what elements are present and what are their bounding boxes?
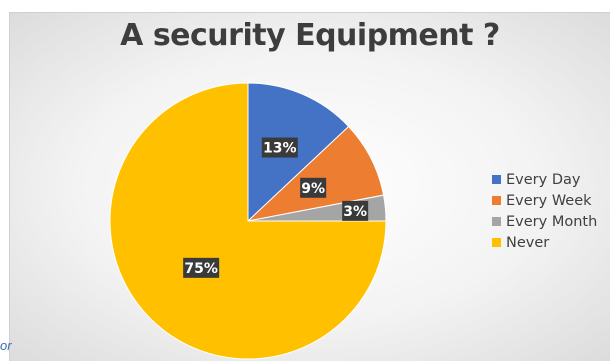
legend-label: Never [506,234,550,251]
legend-item-never: Never [492,232,597,253]
corner-text: or [0,338,12,353]
data-label-every-day: 13% [261,137,298,158]
legend-swatch [492,238,501,247]
svg-text:75%: 75% [184,261,218,277]
data-label-every-month: 3% [342,200,369,221]
legend-label: Every Day [506,171,581,188]
svg-text:3%: 3% [343,204,367,220]
data-label-never: 75% [183,257,220,278]
chart-title: A security Equipment ? [120,18,500,53]
legend-label: Every Month [506,213,598,230]
pie-slice-every-day [247,82,350,223]
pie-slice-never [109,82,387,360]
svg-text:13%: 13% [263,141,297,157]
legend: Every Day Every Week Every Month Never [492,169,597,253]
legend-item-every-month: Every Month [492,211,597,232]
legend-swatch [492,175,501,184]
legend-item-every-day: Every Day [492,169,597,190]
legend-item-every-week: Every Week [492,190,597,211]
legend-swatch [492,196,501,205]
legend-swatch [492,217,501,226]
legend-label: Every Week [506,192,592,209]
svg-text:9%: 9% [301,181,325,197]
data-label-every-week: 9% [300,177,327,198]
